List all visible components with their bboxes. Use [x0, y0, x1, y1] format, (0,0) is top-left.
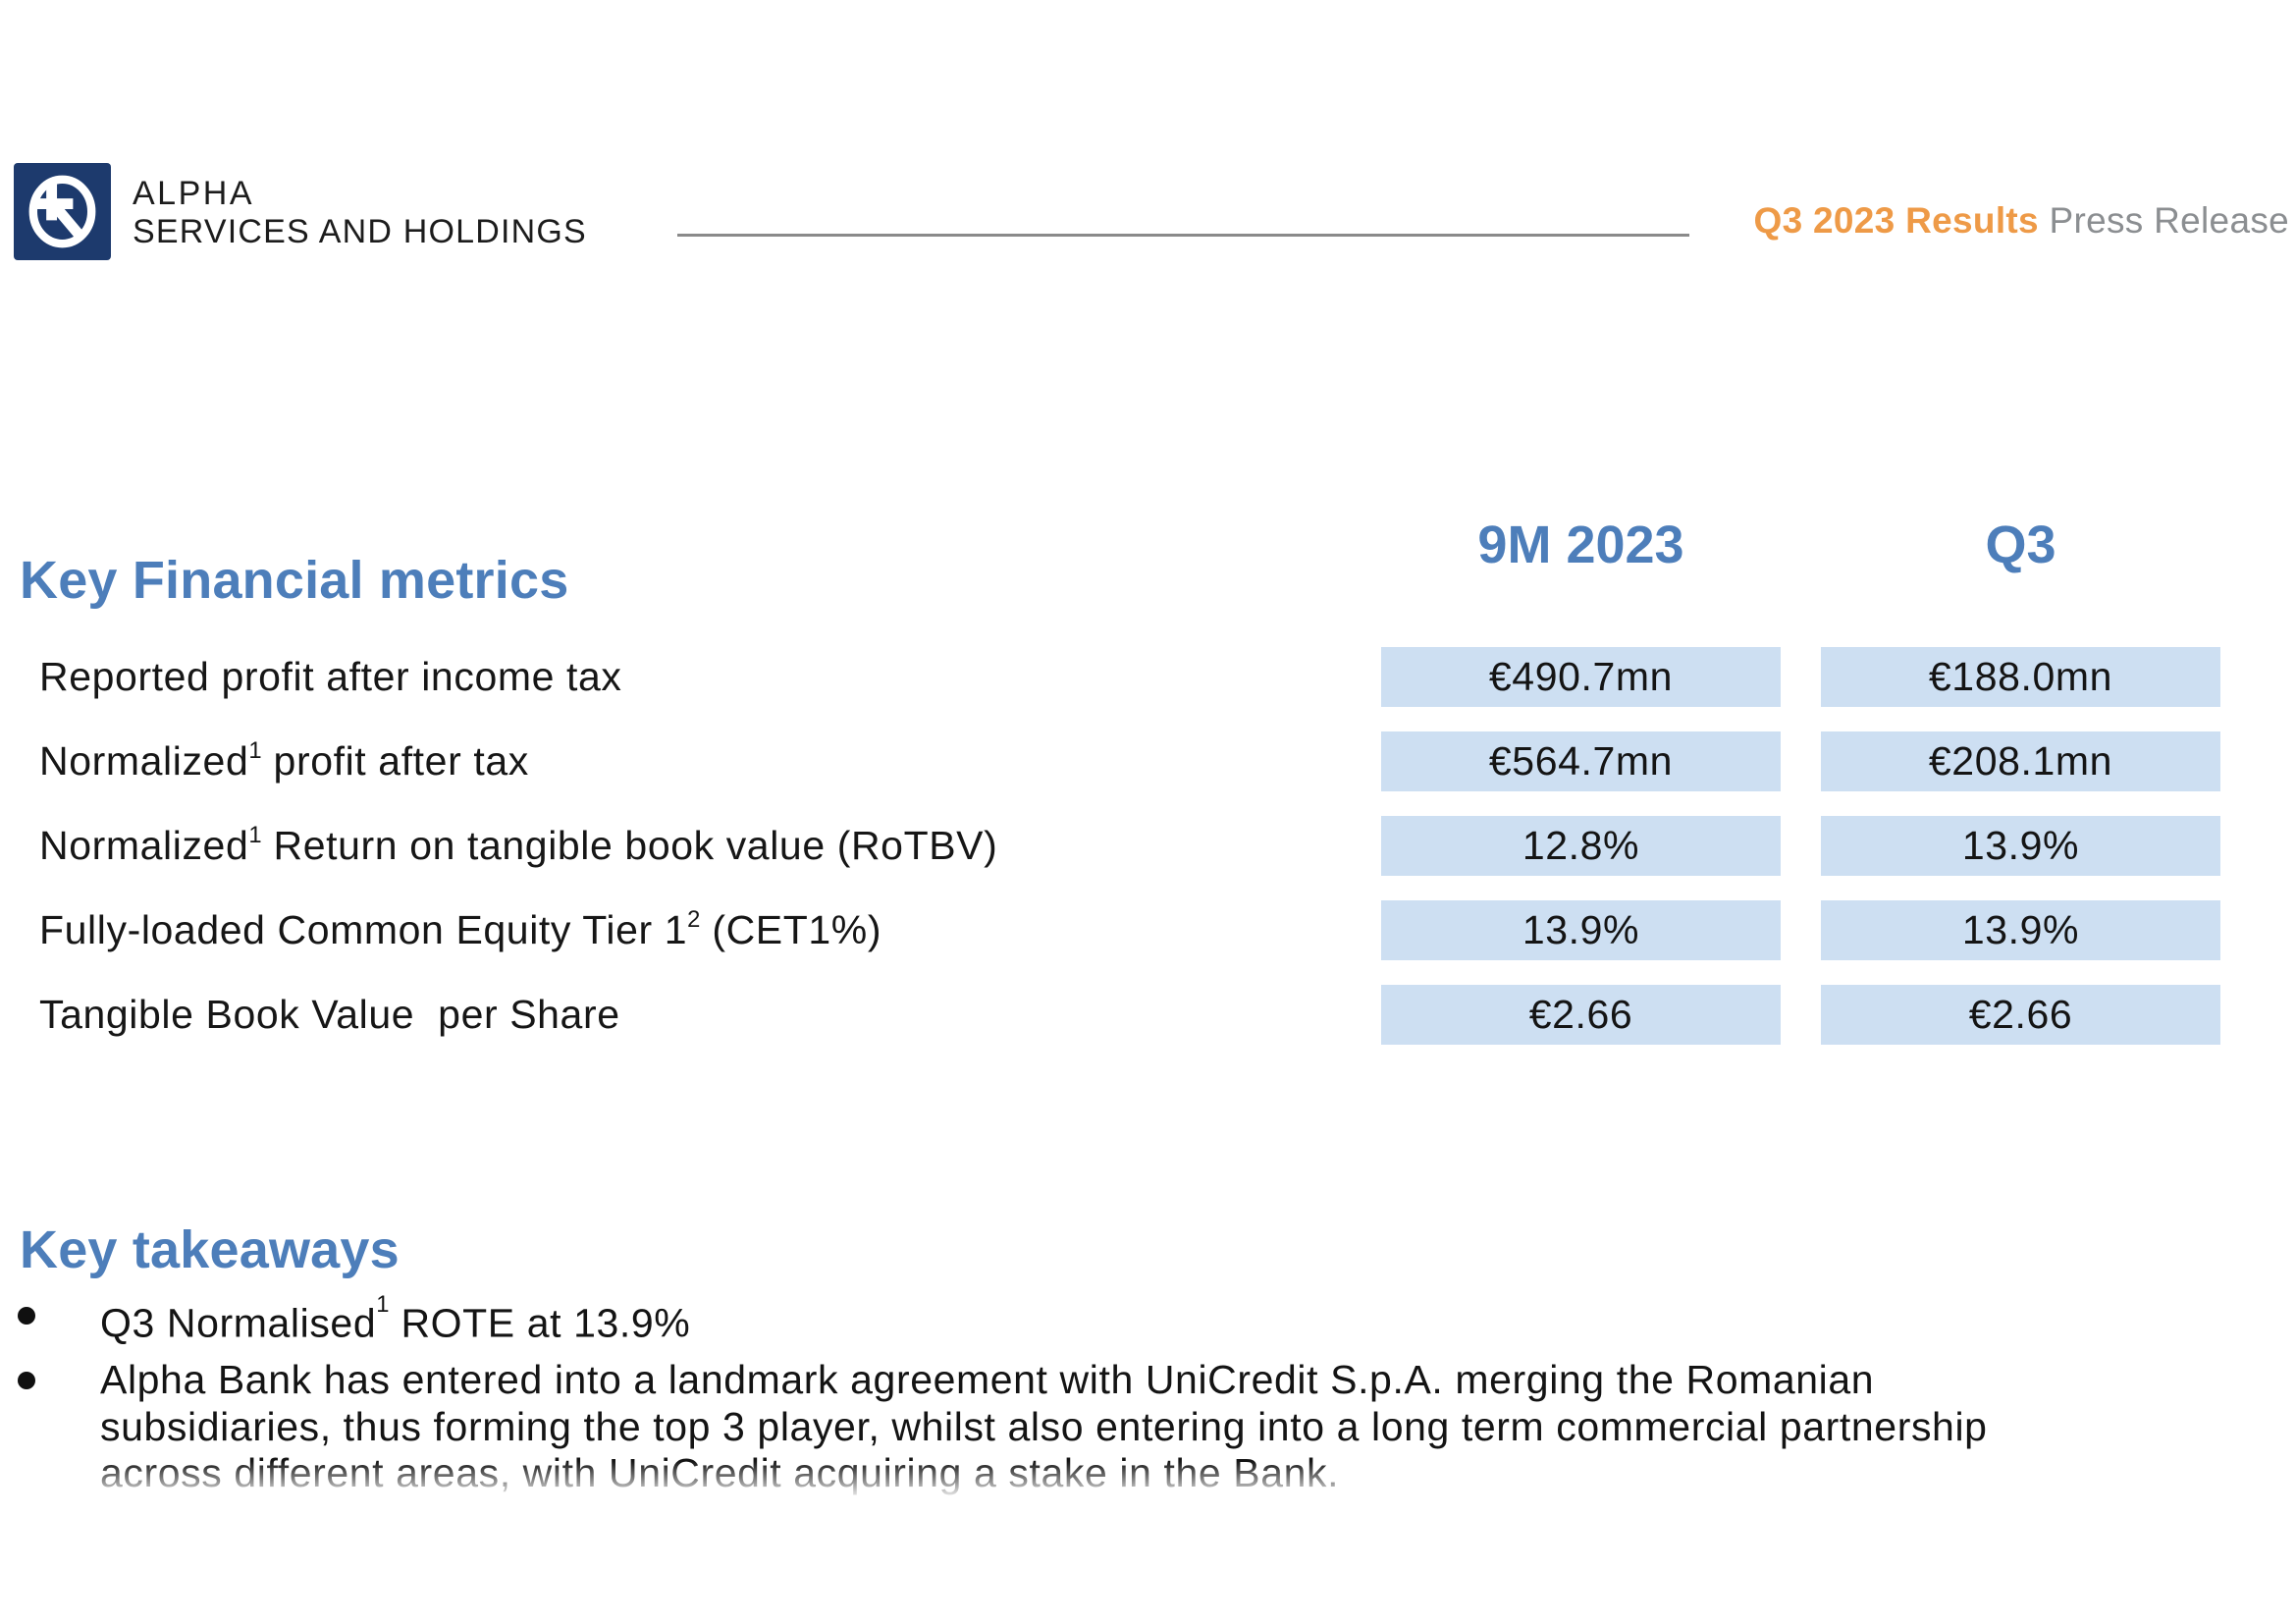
metric-value-q3: €188.0mn — [1821, 647, 2220, 707]
document-title: Q3 2023 Results Press Release — [1754, 200, 2289, 242]
takeaway-item-rote: Q3 Normalised1 ROTE at 13.9% — [18, 1291, 691, 1347]
column-header-9m-2023: 9M 2023 — [1477, 515, 1684, 574]
metric-value-q3: 13.9% — [1821, 900, 2220, 960]
takeaway-item-unicredit: Alpha Bank has entered into a landmark a… — [18, 1357, 1988, 1497]
metric-value-q3: €2.66 — [1821, 985, 2220, 1045]
logo-line2: SERVICES AND HOLDINGS — [133, 213, 587, 250]
takeaway-text: Q3 Normalised1 ROTE at 13.9% — [100, 1291, 691, 1346]
bullet-dot-icon — [18, 1307, 35, 1325]
metric-row-normalized-profit: Normalized 1 profit after tax €564.7mn €2… — [39, 731, 2258, 791]
metric-row-rotbv: Normalized 1 Return on tangible book valu… — [39, 816, 2258, 876]
takeaway-text: Alpha Bank has entered into a landmark a… — [100, 1357, 1988, 1497]
metric-value-9m-2023: €490.7mn — [1381, 647, 1781, 707]
metric-value-9m-2023: €564.7mn — [1381, 731, 1781, 791]
metric-row-tbv-per-share: Tangible Book Value per Share €2.66 €2.6… — [39, 985, 2258, 1045]
title-press-release: Press Release — [2038, 200, 2289, 241]
logo-line1: ALPHA — [133, 175, 254, 212]
takeaway-line: Alpha Bank has entered into a landmark a… — [100, 1357, 1875, 1402]
metric-label: Normalized 1 Return on tangible book valu… — [39, 821, 998, 868]
bullet-dot-icon — [18, 1372, 35, 1389]
metrics-section-heading: Key Financial metrics — [20, 551, 569, 611]
takeaways-section-heading: Key takeaways — [20, 1220, 400, 1280]
takeaway-line: subsidiaries, thus forming the top 3 pla… — [100, 1403, 1988, 1449]
metric-label: Tangible Book Value per Share — [39, 992, 620, 1037]
metric-value-q3: 13.9% — [1821, 816, 2220, 876]
metric-label: Reported profit after income tax — [39, 654, 622, 699]
header-divider-line — [677, 234, 1689, 237]
takeaway-line: across different areas, with UniCredit a… — [100, 1450, 1340, 1495]
alpha-bank-emblem-icon — [14, 163, 111, 260]
metric-value-q3: €208.1mn — [1821, 731, 2220, 791]
column-header-q3: Q3 — [1985, 515, 2056, 574]
metric-label: Normalized 1 profit after tax — [39, 736, 529, 784]
title-results-highlight: Q3 2023 Results — [1753, 200, 2039, 241]
alpha-logo: ALPHA SERVICES AND HOLDINGS — [14, 163, 587, 260]
logo-wordmark: ALPHA SERVICES AND HOLDINGS — [133, 163, 587, 248]
metric-value-9m-2023: 12.8% — [1381, 816, 1781, 876]
metric-value-9m-2023: €2.66 — [1381, 985, 1781, 1045]
metric-row-reported-profit: Reported profit after income tax €490.7m… — [39, 647, 2258, 707]
metrics-table: Reported profit after income tax €490.7m… — [39, 647, 2258, 1069]
metric-value-9m-2023: 13.9% — [1381, 900, 1781, 960]
